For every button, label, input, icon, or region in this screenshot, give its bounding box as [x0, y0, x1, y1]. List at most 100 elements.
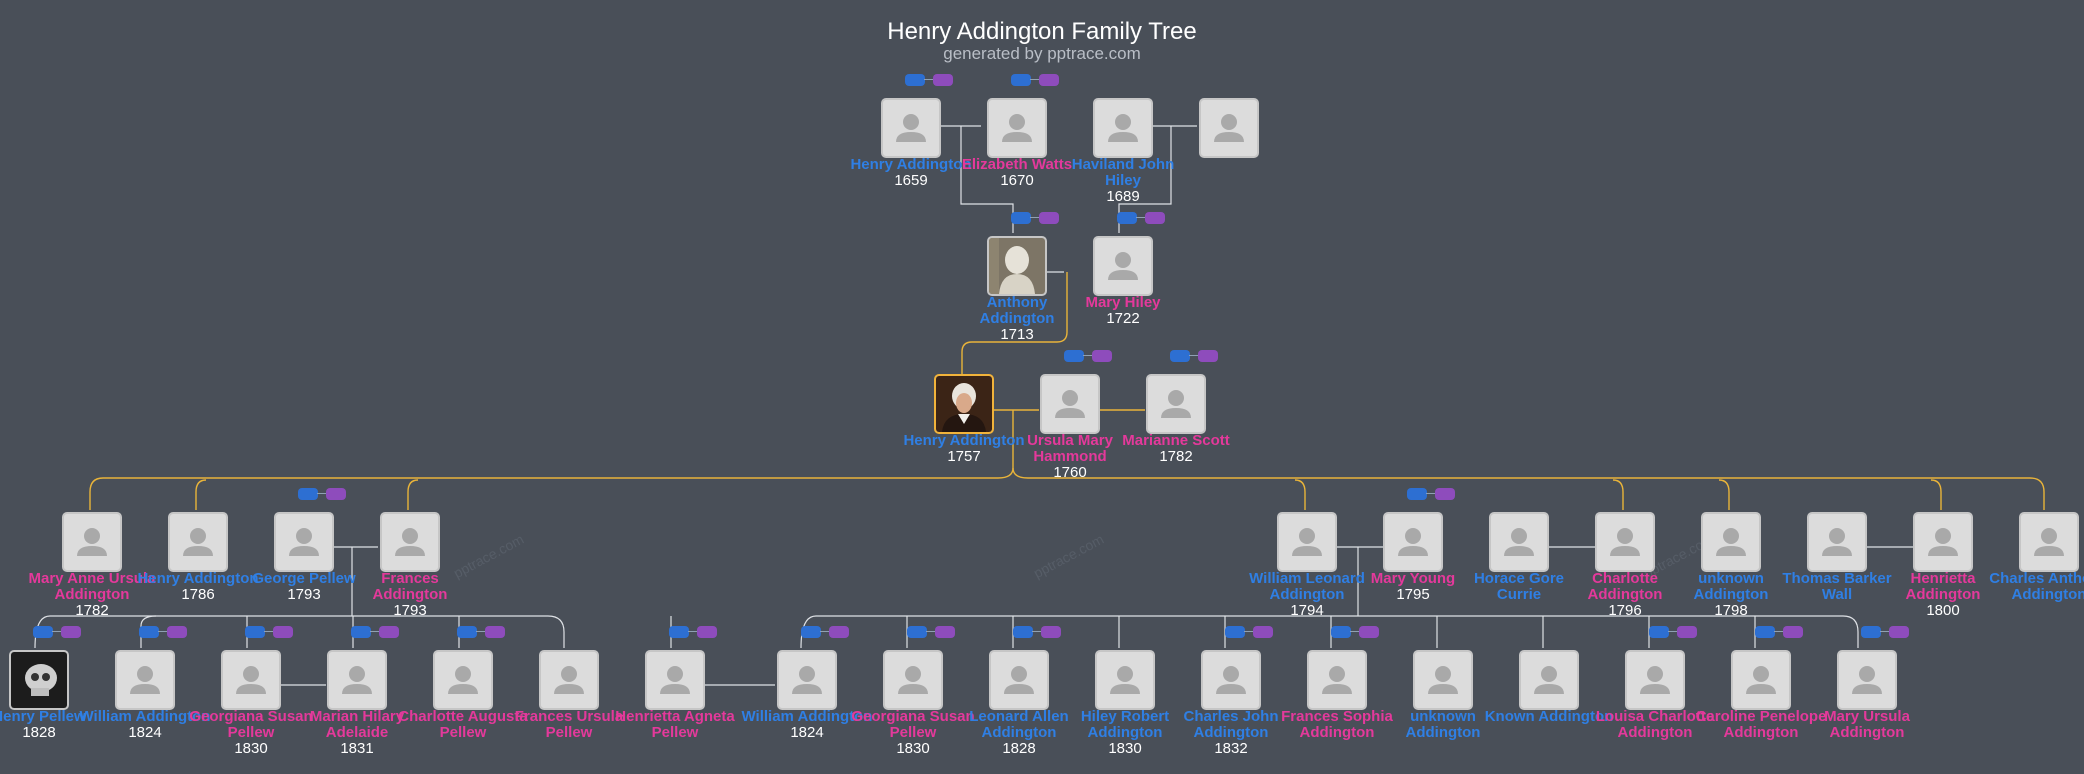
expand-spouse-toggle[interactable]: [1039, 212, 1059, 224]
person-card-george-pellew[interactable]: George Pellew 1793: [252, 488, 356, 603]
person-name[interactable]: Elizabeth Watts 1670: [951, 157, 1083, 189]
expand-ancestors-toggle[interactable]: [1755, 626, 1775, 638]
person-name[interactable]: Henrietta Agneta Pellew: [609, 709, 741, 741]
person-placeholder-icon[interactable]: [645, 650, 705, 710]
expand-ancestors-toggle[interactable]: [33, 626, 53, 638]
person-placeholder-icon[interactable]: [1489, 512, 1549, 572]
person-placeholder-icon[interactable]: [1277, 512, 1337, 572]
person-name[interactable]: William Leonard Addington 1794: [1241, 571, 1373, 619]
person-placeholder-icon[interactable]: [380, 512, 440, 572]
expand-spouse-toggle[interactable]: [829, 626, 849, 638]
person-placeholder-icon[interactable]: [274, 512, 334, 572]
expand-ancestors-toggle[interactable]: [1331, 626, 1351, 638]
person-name[interactable]: Henrietta Addington 1800: [1877, 571, 2009, 619]
person-card-henrietta-addington[interactable]: Henrietta Addington 1800: [1906, 512, 1980, 619]
person-card-hiley-robert-addington[interactable]: Hiley Robert Addington 1830: [1081, 650, 1169, 757]
expand-spouse-toggle[interactable]: [1435, 488, 1455, 500]
person-card-charles-anthony-addington[interactable]: Charles Anthony Addington: [1989, 512, 2084, 603]
person-card-horace-gore-currie[interactable]: Horace Gore Currie: [1474, 512, 1564, 603]
person-card-known-addington[interactable]: Known Addington: [1485, 650, 1613, 725]
expand-spouse-toggle[interactable]: [935, 626, 955, 638]
person-name[interactable]: Mary Anne Ursula Addington 1782: [26, 571, 158, 619]
expand-ancestors-toggle[interactable]: [669, 626, 689, 638]
person-card-unknown-addington[interactable]: unknown Addington 1798: [1694, 512, 1768, 619]
person-placeholder-icon[interactable]: [1625, 650, 1685, 710]
person-placeholder-icon[interactable]: [881, 98, 941, 158]
person-name[interactable]: Henry Addington 1659: [845, 157, 977, 189]
person-name[interactable]: Frances Sophia Addington: [1271, 709, 1403, 741]
person-name[interactable]: Frances Ursula Pellew: [503, 709, 635, 741]
expand-spouse-toggle[interactable]: [1783, 626, 1803, 638]
person-placeholder-icon[interactable]: [1807, 512, 1867, 572]
person-card-frances-sophia-addington[interactable]: Frances Sophia Addington: [1281, 626, 1393, 741]
person-name[interactable]: William Addington 1824: [79, 709, 211, 741]
person-card-elizabeth-watts[interactable]: Elizabeth Watts 1670: [962, 74, 1072, 189]
person-placeholder-icon[interactable]: [1040, 374, 1100, 434]
person-name[interactable]: Marianne Scott 1782: [1110, 433, 1242, 465]
person-card-anthony-addington[interactable]: Anthony Addington 1713: [980, 212, 1059, 343]
expand-ancestors-toggle[interactable]: [1407, 488, 1427, 500]
person-placeholder-icon[interactable]: [989, 650, 1049, 710]
expand-ancestors-toggle[interactable]: [245, 626, 265, 638]
expand-ancestors-toggle[interactable]: [139, 626, 159, 638]
person-card-william-leonard-addington[interactable]: William Leonard Addington 1794: [1249, 512, 1365, 619]
person-placeholder-icon[interactable]: [1595, 512, 1655, 572]
person-name[interactable]: Mary Ursula Addington: [1801, 709, 1933, 741]
expand-ancestors-toggle[interactable]: [1649, 626, 1669, 638]
person-placeholder-icon[interactable]: [168, 512, 228, 572]
person-placeholder-icon[interactable]: [1307, 650, 1367, 710]
person-card-ursula-mary-hammond[interactable]: Ursula Mary Hammond 1760: [1027, 350, 1113, 481]
person-card-henry-addington[interactable]: Henry Addington 1786: [137, 512, 259, 603]
expand-spouse-toggle[interactable]: [1145, 212, 1165, 224]
person-card-charles-john-addington[interactable]: Charles John Addington 1832: [1183, 626, 1279, 757]
person-name[interactable]: Frances Addington 1793: [344, 571, 476, 619]
person-placeholder-icon[interactable]: [1519, 650, 1579, 710]
expand-ancestors-toggle[interactable]: [905, 74, 925, 86]
person-card-leonard-allen-addington[interactable]: Leonard Allen Addington 1828: [969, 626, 1069, 757]
expand-spouse-toggle[interactable]: [1359, 626, 1379, 638]
person-name[interactable]: Thomas Barker Wall: [1771, 571, 1903, 603]
person-name[interactable]: unknown Addington 1798: [1665, 571, 1797, 619]
expand-spouse-toggle[interactable]: [1889, 626, 1909, 638]
expand-spouse-toggle[interactable]: [1677, 626, 1697, 638]
person-card-thomas-barker-wall[interactable]: Thomas Barker Wall: [1782, 512, 1892, 603]
person-placeholder-icon[interactable]: [62, 512, 122, 572]
person-photo[interactable]: [934, 374, 994, 434]
expand-ancestors-toggle[interactable]: [298, 488, 318, 500]
expand-ancestors-toggle[interactable]: [1064, 350, 1084, 362]
person-card-unknown-addington[interactable]: unknown Addington: [1406, 650, 1480, 741]
person-placeholder-icon[interactable]: [327, 650, 387, 710]
expand-spouse-toggle[interactable]: [485, 626, 505, 638]
expand-ancestors-toggle[interactable]: [1225, 626, 1245, 638]
person-name[interactable]: Charlotte Addington 1796: [1559, 571, 1691, 619]
person-card-henrietta-agneta-pellew[interactable]: Henrietta Agneta Pellew: [615, 626, 735, 741]
person-name[interactable]: Charles John Addington 1832: [1165, 709, 1297, 757]
person-photo[interactable]: [9, 650, 69, 710]
person-card-georgiana-susan-pellew[interactable]: Georgiana Susan Pellew 1830: [189, 626, 313, 757]
person-card-marianne-scott[interactable]: Marianne Scott 1782: [1122, 350, 1230, 465]
person-name[interactable]: Caroline Penelope Addington: [1695, 709, 1827, 741]
person-card-louisa-charlotte-addington[interactable]: Louisa Charlotte Addington: [1596, 626, 1714, 741]
person-placeholder-icon[interactable]: [1731, 650, 1791, 710]
expand-spouse-toggle[interactable]: [933, 74, 953, 86]
person-name[interactable]: Georgiana Susan Pellew 1830: [847, 709, 979, 757]
person-name[interactable]: Known Addington: [1483, 709, 1615, 725]
person-placeholder-icon[interactable]: [777, 650, 837, 710]
person-card-georgiana-susan-pellew[interactable]: Georgiana Susan Pellew 1830: [851, 626, 975, 757]
person-card-william-addington[interactable]: William Addington 1824: [80, 626, 210, 741]
person-name[interactable]: Anthony Addington 1713: [951, 295, 1083, 343]
person-name[interactable]: Ursula Mary Hammond 1760: [1004, 433, 1136, 481]
expand-spouse-toggle[interactable]: [167, 626, 187, 638]
expand-spouse-toggle[interactable]: [1041, 626, 1061, 638]
person-placeholder-icon[interactable]: [1095, 650, 1155, 710]
expand-ancestors-toggle[interactable]: [1011, 74, 1031, 86]
person-card-frances-addington[interactable]: Frances Addington 1793: [373, 512, 447, 619]
person-name[interactable]: Hiley Robert Addington 1830: [1059, 709, 1191, 757]
person-name[interactable]: Haviland John Hiley 1689: [1057, 157, 1189, 205]
expand-ancestors-toggle[interactable]: [1011, 212, 1031, 224]
person-placeholder-icon[interactable]: [221, 650, 281, 710]
expand-ancestors-toggle[interactable]: [801, 626, 821, 638]
person-name[interactable]: Georgiana Susan Pellew 1830: [185, 709, 317, 757]
person-placeholder-icon[interactable]: [1383, 512, 1443, 572]
expand-ancestors-toggle[interactable]: [457, 626, 477, 638]
